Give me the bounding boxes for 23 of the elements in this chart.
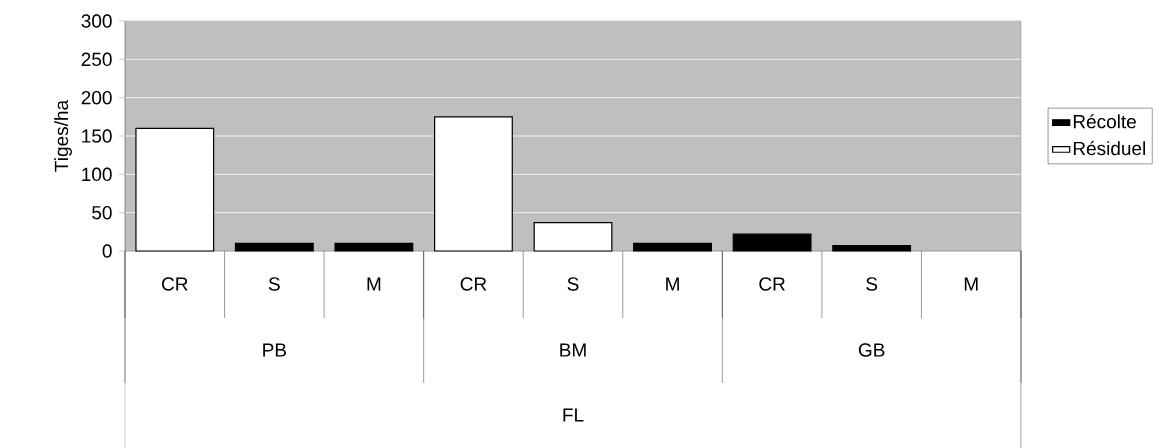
y-tick-label: 150 (82, 129, 112, 143)
y-tick-label: 300 (81, 14, 112, 28)
legend-label: Résiduel (1073, 141, 1145, 156)
text: FL (563, 408, 584, 422)
x-tick-label: S (268, 277, 280, 291)
x-tick-label: CR (460, 277, 487, 291)
y-tick-label: 200 (81, 90, 112, 105)
y-tick-label: 50 (92, 205, 112, 220)
y-tick-label: 250 (81, 52, 112, 67)
y-tick-label: 100 (82, 167, 112, 182)
y-axis-title: Tiges/ha (54, 99, 72, 172)
x-tick-label: M (964, 277, 978, 291)
x-tick-label: M (666, 277, 679, 291)
x-tick-label: M (367, 277, 381, 291)
legend-label: Récolte (1073, 114, 1136, 129)
x-tick-label: S (567, 277, 579, 291)
x-tick-label: CR (759, 277, 785, 291)
x-tick-label: CR (162, 277, 188, 291)
text: BM (560, 343, 586, 357)
y-tick-label: 0 (102, 244, 112, 258)
text: GB (858, 343, 885, 357)
text: PB (263, 343, 286, 357)
x-tick-label: S (866, 277, 878, 291)
